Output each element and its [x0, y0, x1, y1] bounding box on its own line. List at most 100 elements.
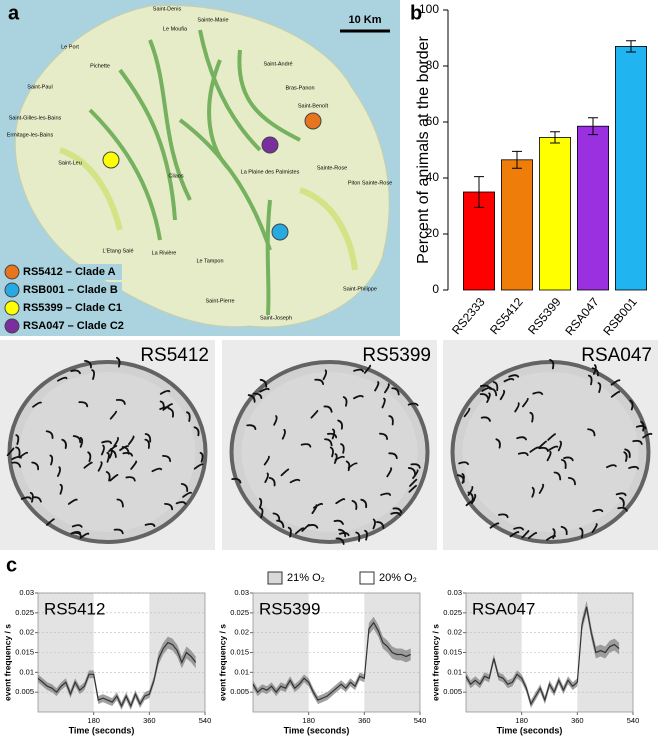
worm	[258, 497, 263, 509]
panel-label: a	[8, 2, 20, 24]
x-tick-label: RS2333	[449, 295, 488, 337]
worm	[247, 394, 256, 403]
worm	[15, 446, 21, 457]
worm	[531, 486, 535, 498]
worm	[78, 401, 89, 408]
worm	[159, 406, 171, 410]
worm	[591, 367, 599, 377]
worm	[87, 451, 92, 463]
worm	[307, 524, 319, 529]
worm	[538, 446, 549, 452]
worm	[561, 458, 567, 469]
worm	[624, 448, 631, 459]
place-name: Saint-Leu	[58, 160, 82, 166]
worm	[592, 364, 597, 375]
worm	[106, 451, 110, 463]
plot-frame	[465, 592, 634, 713]
worm	[410, 463, 421, 469]
worm	[579, 527, 584, 539]
worm	[412, 469, 419, 479]
place-name: Saint-Philippe	[343, 286, 377, 292]
y-tick-label: 0.025	[443, 608, 462, 617]
x-axis-title: Time (seconds)	[497, 725, 563, 735]
place-name: Cilaos	[168, 173, 184, 179]
worm	[567, 476, 576, 486]
worm	[388, 452, 398, 460]
worm	[628, 465, 639, 470]
worm	[259, 507, 264, 519]
worm	[456, 474, 465, 483]
worm	[492, 381, 499, 392]
chart-title: RS5399	[259, 599, 320, 618]
y-tick-label: 100	[419, 2, 439, 16]
worm	[162, 454, 172, 463]
worm	[29, 491, 34, 503]
worm	[268, 477, 276, 487]
worm	[273, 415, 278, 426]
worm	[83, 461, 93, 469]
panel-label: c	[6, 554, 17, 576]
x-tick-label: 360	[571, 716, 584, 725]
place-name: L'Etang Salé	[102, 248, 133, 254]
worm	[353, 368, 364, 373]
worm	[408, 484, 417, 493]
chart-title: RSA047	[472, 599, 535, 618]
worm	[374, 381, 380, 392]
worm	[355, 531, 361, 542]
worm	[392, 507, 403, 514]
plot-frame	[252, 592, 421, 713]
worm	[337, 419, 343, 430]
worm	[538, 483, 545, 494]
worm	[407, 467, 416, 476]
worm	[15, 434, 20, 445]
y-tick-label: 0.005	[15, 687, 34, 696]
worm	[311, 504, 318, 515]
worm	[100, 444, 105, 456]
worm	[617, 506, 628, 512]
worm	[481, 386, 492, 392]
place-name: Bras-Panon	[285, 85, 314, 91]
worm	[384, 383, 390, 394]
worm	[289, 478, 301, 484]
bar	[539, 136, 571, 291]
place-name: Saint-Gilles-les-Bains	[9, 115, 62, 121]
worm	[508, 374, 520, 378]
worm	[164, 502, 174, 511]
worm	[31, 461, 40, 471]
worm	[109, 474, 119, 482]
worm	[263, 455, 270, 466]
worm	[45, 518, 55, 526]
worm	[532, 391, 544, 396]
bar	[615, 46, 647, 291]
worm	[409, 478, 418, 487]
scale-label: 10 Km	[348, 14, 381, 26]
worm	[560, 525, 568, 536]
worm	[548, 445, 559, 451]
worm	[49, 454, 54, 466]
worm	[91, 369, 95, 380]
worm	[144, 523, 156, 528]
worm	[151, 467, 163, 473]
worm	[56, 376, 68, 382]
y-tick-label: 0.005	[230, 687, 249, 696]
plot-frame	[37, 592, 206, 713]
worm	[592, 508, 604, 513]
worm	[323, 405, 333, 413]
worm	[388, 415, 394, 426]
worm	[610, 379, 621, 386]
worm	[175, 501, 187, 505]
y-axis-title: event frequency / s	[217, 624, 227, 701]
worm	[130, 460, 138, 470]
worm	[547, 433, 556, 441]
worm	[546, 450, 552, 462]
map-marker	[261, 136, 279, 154]
worm	[56, 466, 62, 477]
worm	[363, 364, 372, 374]
x-tick-label: RS5399	[525, 295, 564, 337]
legend-bg	[2, 264, 122, 280]
x-tick-label: 540	[627, 716, 640, 725]
worm	[259, 378, 268, 388]
worm	[128, 435, 135, 446]
worm	[115, 398, 126, 405]
